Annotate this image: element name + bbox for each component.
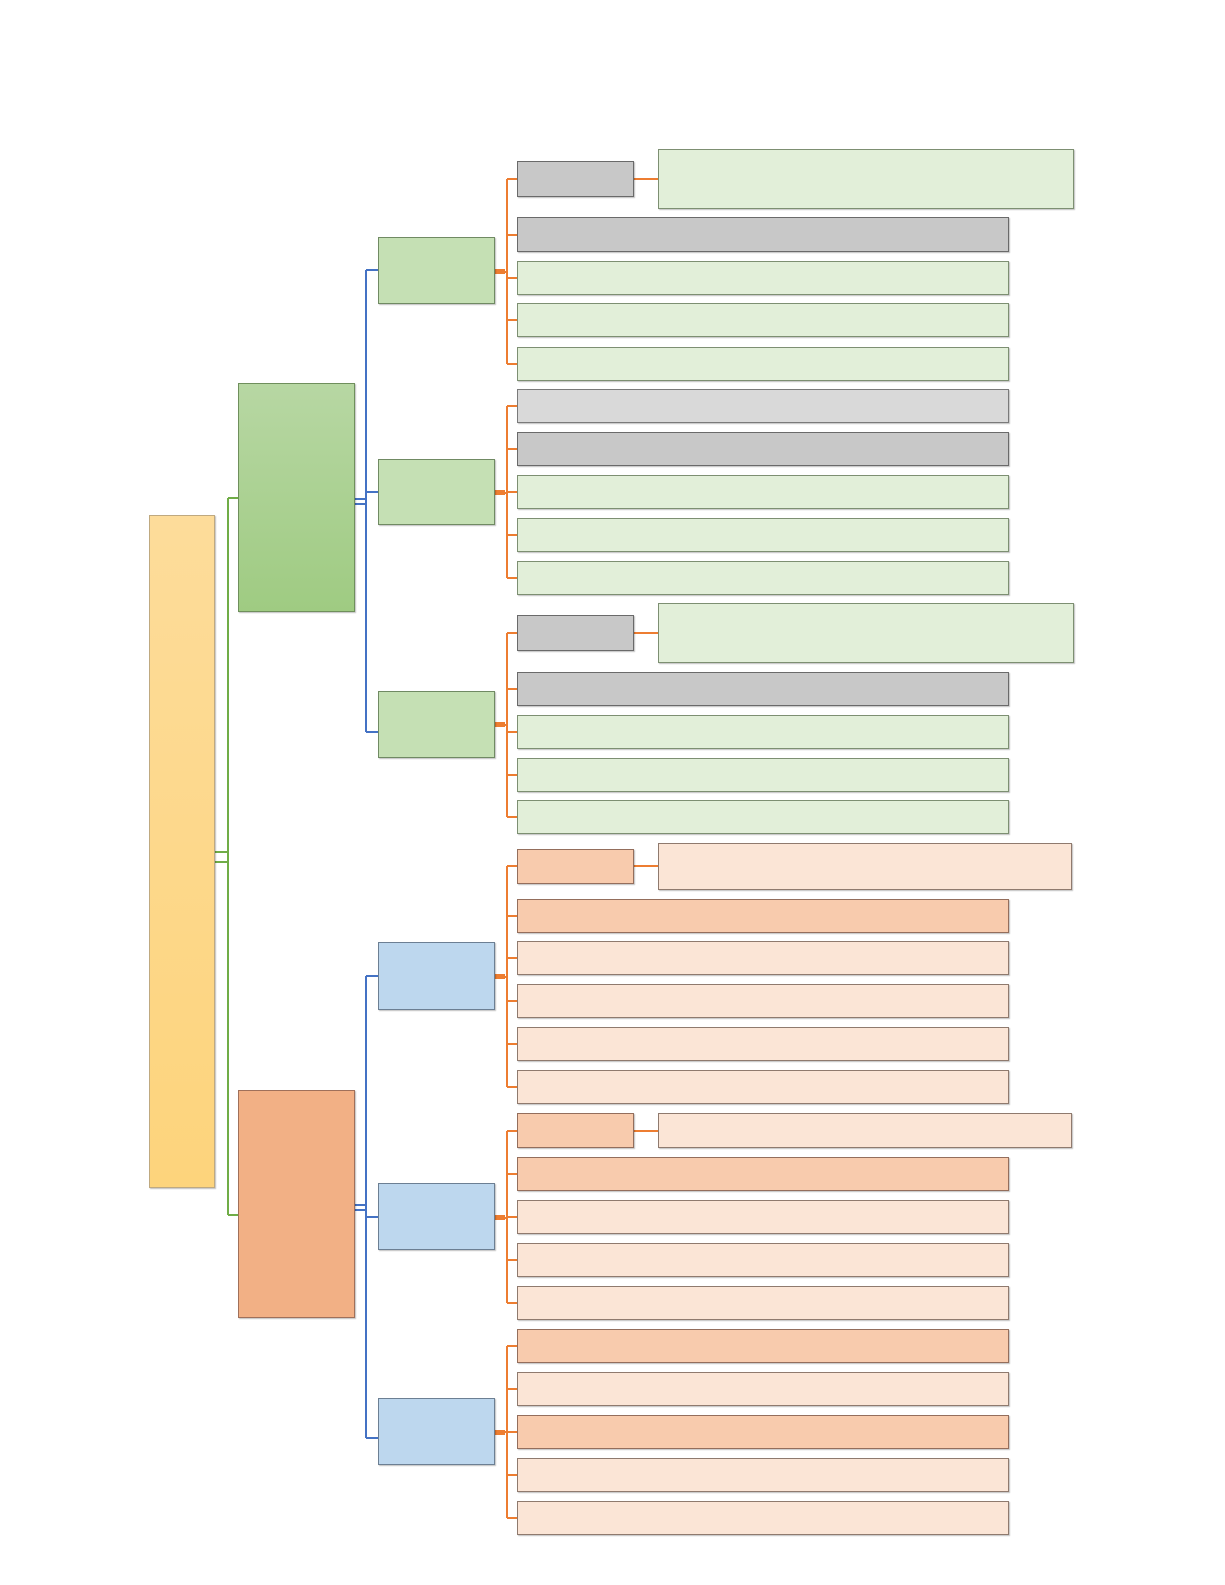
leaf-node [517,518,1009,552]
leaf-node [517,1372,1009,1406]
leaf-node [517,261,1009,295]
leaf-node [517,984,1009,1018]
leaf-node [517,1286,1009,1320]
leaf-node [517,1070,1009,1104]
leaf-node [517,1501,1009,1535]
leaf-node [517,561,1009,595]
group-node-1-2 [378,459,495,525]
leaf-node [517,1415,1009,1449]
detail-node [658,149,1074,209]
leaf-node [517,303,1009,337]
leaf-node [517,475,1009,509]
leaf-node [517,672,1009,706]
leaf-node [517,347,1009,381]
group-node-1-1 [378,237,495,304]
root-node [149,515,215,1188]
leaf-node [517,161,634,197]
leaf-node [517,1458,1009,1492]
group-node-1-3 [378,691,495,758]
group-node-2-3 [378,1398,495,1465]
leaf-node [517,1243,1009,1277]
detail-node [658,843,1072,890]
leaf-node [517,758,1009,792]
group-node-2-2 [378,1183,495,1250]
leaf-node [517,1157,1009,1191]
detail-node [658,1113,1072,1148]
detail-node [658,603,1074,663]
branch-node-2 [238,1090,355,1318]
connector-root-branches [215,497,238,1216]
leaf-node [517,1200,1009,1234]
leaf-node [517,1113,634,1148]
connector-branch2-groups [355,975,378,1439]
leaf-node [517,1329,1009,1363]
leaf-node [517,1027,1009,1061]
connector-branch1-groups [355,269,378,733]
leaf-node [517,715,1009,749]
leaf-node [517,849,634,884]
leaf-node [517,615,634,651]
leaf-node [517,217,1009,252]
leaf-node [517,800,1009,834]
leaf-node [517,941,1009,975]
leaf-node [517,389,1009,423]
branch-node-1 [238,383,355,612]
leaf-node [517,432,1009,466]
leaf-node [517,899,1009,933]
group-node-2-1 [378,942,495,1010]
